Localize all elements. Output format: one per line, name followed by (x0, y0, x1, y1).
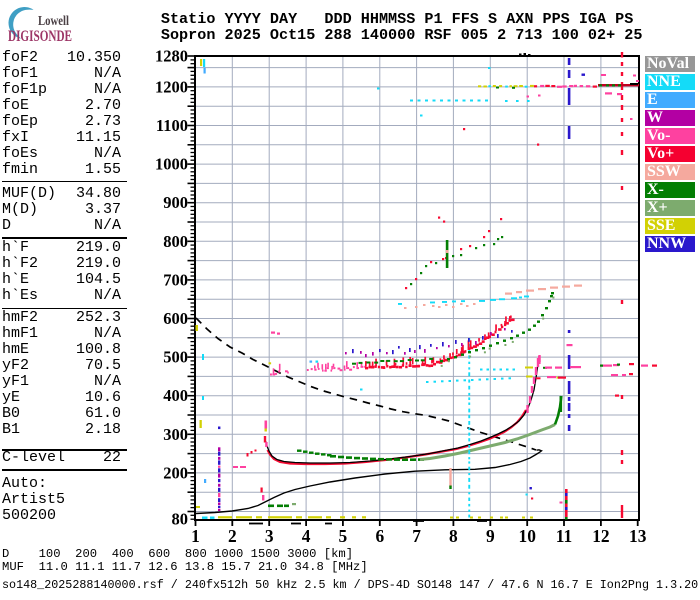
svg-text:3: 3 (265, 526, 274, 546)
svg-text:80: 80 (172, 510, 189, 529)
svg-text:12: 12 (592, 526, 609, 546)
svg-text:6: 6 (375, 526, 384, 546)
svg-text:10: 10 (519, 526, 537, 546)
svg-text:4: 4 (302, 526, 311, 546)
svg-text:2: 2 (228, 526, 237, 546)
svg-text:11: 11 (556, 526, 572, 546)
svg-text:500: 500 (163, 348, 188, 367)
svg-text:200: 200 (163, 463, 188, 482)
svg-text:300: 300 (163, 425, 188, 444)
svg-text:1200: 1200 (155, 77, 188, 96)
svg-text:800: 800 (163, 232, 188, 251)
svg-text:9: 9 (486, 526, 495, 546)
svg-text:13: 13 (629, 526, 647, 546)
svg-text:1: 1 (191, 526, 200, 546)
svg-text:5: 5 (339, 526, 348, 546)
svg-text:1280: 1280 (155, 47, 188, 66)
svg-text:7: 7 (412, 526, 421, 546)
svg-text:1100: 1100 (156, 116, 188, 135)
svg-text:600: 600 (163, 309, 188, 328)
svg-text:Lowell: Lowell (38, 14, 69, 29)
svg-text:8: 8 (449, 526, 458, 546)
svg-text:400: 400 (163, 386, 188, 405)
svg-text:1000: 1000 (155, 155, 188, 174)
svg-text:700: 700 (163, 270, 188, 289)
svg-text:DIGISONDE: DIGISONDE (8, 28, 72, 45)
svg-text:900: 900 (163, 193, 188, 212)
